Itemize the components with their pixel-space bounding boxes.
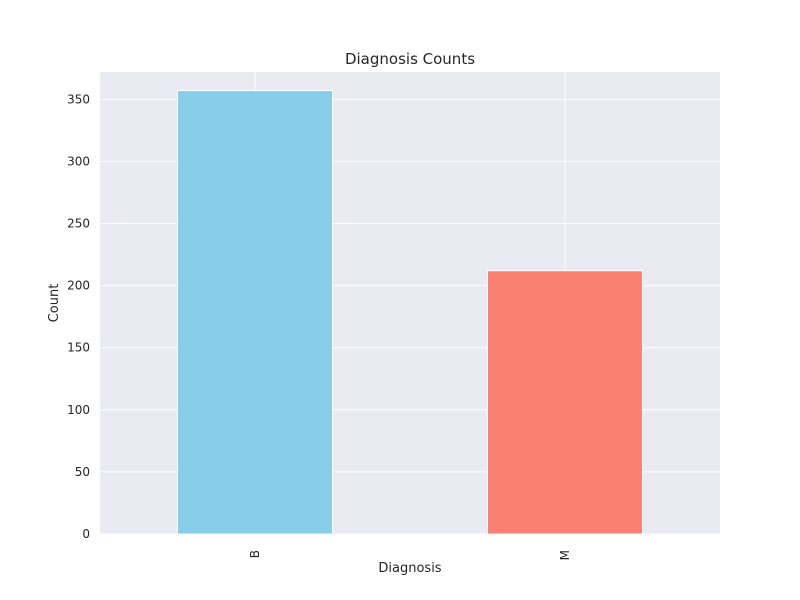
x-axis-label: Diagnosis	[378, 561, 441, 576]
y-tick-label: 250	[67, 217, 90, 231]
y-tick-label: 350	[67, 92, 90, 106]
chart-title: Diagnosis Counts	[345, 50, 475, 68]
bars	[177, 90, 643, 535]
y-tick-label: 0	[82, 527, 90, 541]
x-tick-label: M	[558, 550, 572, 560]
y-tick-label: 300	[67, 154, 90, 168]
y-tick-label: 50	[75, 465, 90, 479]
y-tick-label: 150	[67, 341, 90, 355]
bar-b	[177, 90, 333, 535]
bar-m	[487, 270, 643, 535]
y-tick-label: 200	[67, 279, 90, 293]
y-tick-label: 100	[67, 403, 90, 417]
y-axis-label: Count	[47, 284, 62, 323]
y-axis-ticks: 0 50 100 150 200 250 300 350	[67, 92, 90, 541]
x-tick-label: B	[248, 550, 262, 558]
